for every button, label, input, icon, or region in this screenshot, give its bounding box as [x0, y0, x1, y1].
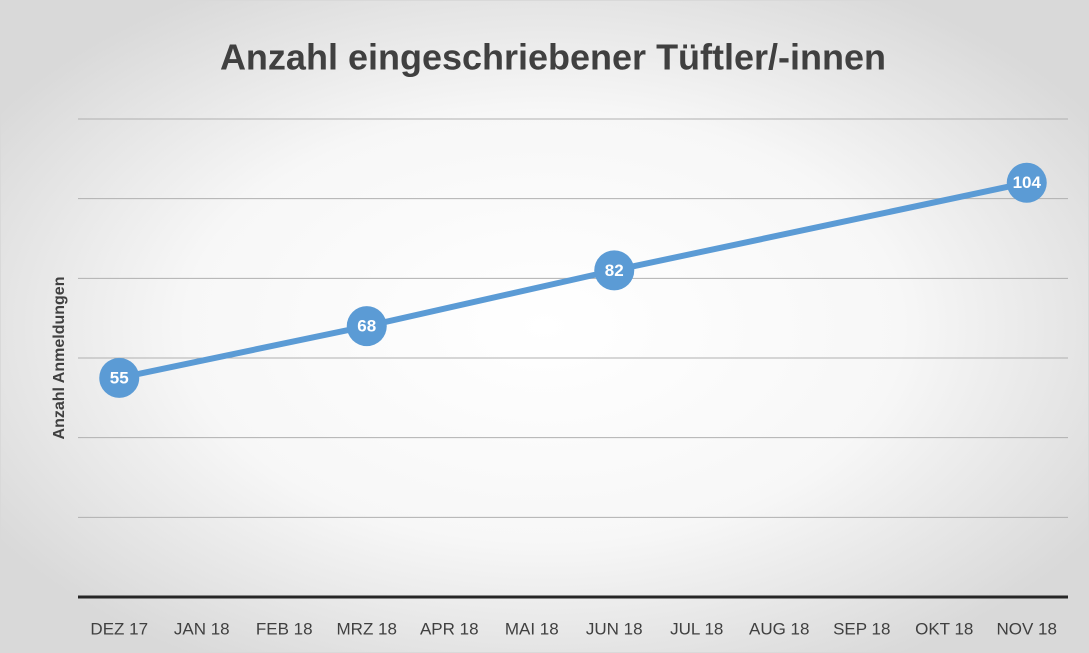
x-tick-label: FEB 18	[256, 619, 313, 638]
x-tick-label: MAI 18	[505, 619, 559, 638]
x-tick-label: JUL 18	[670, 619, 723, 638]
data-label: 82	[605, 261, 624, 280]
data-label: 55	[110, 368, 129, 387]
x-tick-label: DEZ 17	[90, 619, 148, 638]
data-point	[1006, 162, 1047, 203]
y-axis-label: Anzahl Anmeldungen	[51, 277, 68, 440]
chart-title: Anzahl eingeschriebener Tüftler/-innen	[220, 37, 886, 78]
data-line	[116, 179, 1030, 381]
data-point	[99, 357, 140, 398]
data-point	[594, 250, 635, 291]
data-point	[346, 306, 387, 347]
x-tick-label: AUG 18	[749, 619, 809, 638]
x-tick-label: SEP 18	[833, 619, 890, 638]
x-tick-label: NOV 18	[997, 619, 1057, 638]
data-label: 68	[357, 317, 376, 336]
x-tick-label: JUN 18	[586, 619, 643, 638]
x-tick-label: JAN 18	[174, 619, 230, 638]
data-label: 104	[1013, 173, 1042, 192]
x-tick-label: MRZ 18	[337, 619, 397, 638]
x-tick-label: OKT 18	[915, 619, 973, 638]
x-tick-label: APR 18	[420, 619, 479, 638]
